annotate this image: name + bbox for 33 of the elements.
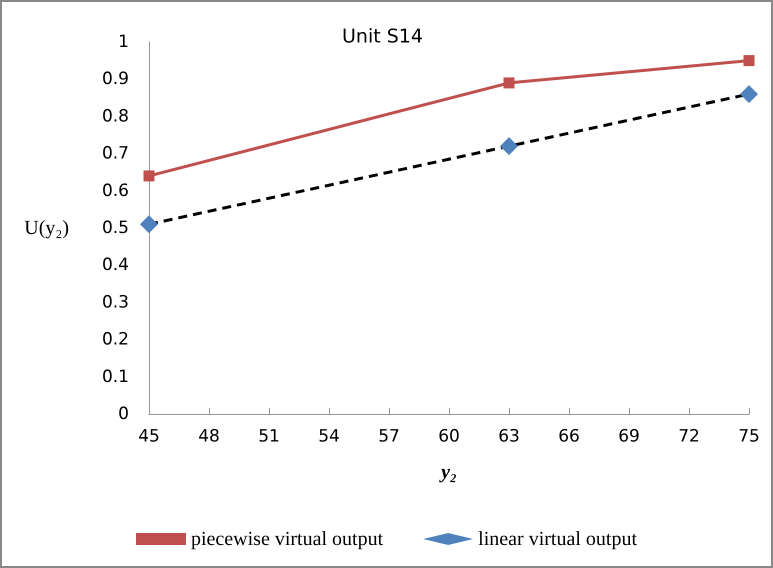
y-tick-label: 0.4: [102, 255, 129, 276]
y-tick-label: 0.1: [102, 366, 129, 387]
x-tick-label: 45: [138, 426, 160, 446]
x-axis-title: y₂: [439, 461, 457, 483]
y-axis-title: U(y₂): [24, 217, 69, 239]
point: [144, 170, 154, 182]
chart-title: Unit S14: [342, 26, 423, 48]
x-tick-label: 72: [678, 426, 700, 446]
x-tick-label: 63: [498, 426, 520, 446]
x-tick-label: 48: [198, 426, 220, 446]
x-tick-label: 51: [258, 426, 280, 446]
point: [140, 215, 158, 234]
point: [744, 55, 754, 66]
y-tick-label: 0: [118, 404, 129, 424]
x-tick-label: 60: [438, 426, 460, 446]
x-tick-label: 66: [558, 426, 580, 446]
point: [504, 77, 514, 88]
point: [740, 85, 758, 104]
legend-label: piecewise virtual output: [190, 528, 384, 550]
y-tick-label: 0.8: [102, 106, 129, 126]
x-tick-label: 75: [738, 426, 760, 446]
y-tick-label: 0.9: [102, 69, 129, 90]
y-tick-label: 0.2: [102, 330, 129, 350]
x-tick-label: 54: [318, 426, 340, 446]
legend-label: linear virtual output: [478, 528, 638, 550]
y-tick-label: 0.6: [102, 180, 129, 201]
y-tick-label: 0.5: [102, 218, 129, 238]
x-tick-label: 69: [618, 426, 640, 446]
y-tick-label: 0.3: [102, 292, 129, 312]
y-tick-label: 1: [118, 32, 129, 52]
x-tick-label: 57: [378, 426, 400, 446]
y-tick-label: 0.7: [102, 144, 129, 164]
point: [500, 137, 518, 156]
